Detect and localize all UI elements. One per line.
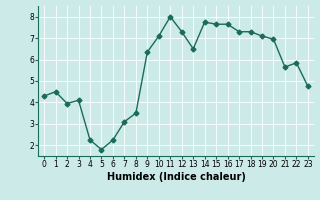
X-axis label: Humidex (Indice chaleur): Humidex (Indice chaleur): [107, 172, 245, 182]
